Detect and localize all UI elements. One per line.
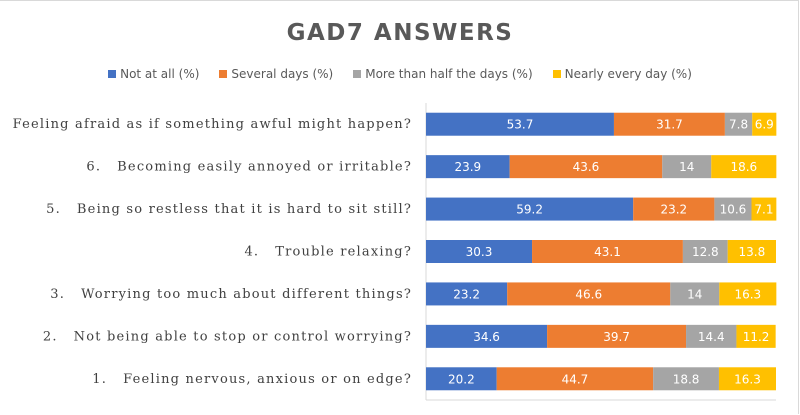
chart-title: GAD7 ANSWERS [286, 20, 514, 46]
bar-segment [724, 112, 753, 136]
legend-swatch [108, 70, 117, 78]
data-label: 30.3 [466, 245, 493, 259]
data-label: 46.6 [575, 287, 602, 301]
data-label: 10.6 [720, 203, 747, 217]
bar-segment [507, 282, 671, 306]
data-label: 23.2 [453, 287, 480, 301]
bar-segment [426, 112, 614, 136]
data-label: 23.2 [660, 203, 687, 217]
data-label: 44.7 [562, 372, 589, 386]
data-label: 12.8 [692, 245, 719, 259]
bar-segment [426, 197, 634, 221]
category-label: 6. Becoming easily annoyed or irritable? [86, 160, 412, 175]
bar-segment [426, 282, 508, 306]
data-label: 20.2 [448, 372, 475, 386]
data-label: 7.1 [754, 203, 773, 217]
bar-segment [718, 367, 776, 391]
data-label: 53.7 [507, 118, 534, 132]
legend-swatch [219, 70, 228, 78]
data-label: 13.8 [738, 245, 765, 259]
legend-item: Not at all (%) [108, 67, 199, 81]
data-label: 23.9 [454, 160, 481, 174]
legend-label: Nearly every day (%) [564, 67, 692, 81]
bar-segment [736, 324, 776, 348]
legend-item: Several days (%) [219, 67, 333, 81]
bar-segment [751, 197, 777, 221]
data-label: 14 [679, 160, 694, 174]
bar-segment [496, 367, 654, 391]
bar-segment [532, 240, 683, 263]
data-label: 31.7 [656, 118, 683, 132]
data-label: 18.8 [673, 372, 700, 386]
legend-label: Several days (%) [231, 67, 334, 81]
bar-segment [727, 240, 776, 263]
legend-item: More than half the days (%) [353, 67, 533, 81]
data-label: 16.3 [734, 287, 761, 301]
legend: Not at all (%) Several days (%) More than … [0, 67, 800, 81]
data-label: 14.4 [698, 330, 725, 344]
bar-segment [426, 155, 510, 179]
category-label: 4. Trouble relaxing? [244, 245, 412, 260]
legend-item: Nearly every day (%) [552, 67, 692, 81]
data-label: 11.2 [743, 330, 770, 344]
data-label: 7.8 [729, 118, 748, 132]
bar-segment [662, 155, 712, 179]
bar-segment [633, 197, 715, 221]
bar-segment [426, 240, 533, 263]
data-label: 59.2 [516, 203, 543, 217]
bar-segment [752, 112, 777, 136]
data-label: 43.1 [594, 245, 621, 259]
data-label: 34.6 [473, 330, 500, 344]
legend-label: Not at all (%) [120, 67, 200, 81]
bar-segment [670, 282, 720, 306]
bar-segment [509, 155, 663, 179]
bar-segment [719, 282, 777, 306]
bar-segment [682, 240, 728, 263]
legend-swatch [552, 70, 561, 78]
bar-segment [714, 197, 752, 221]
bar-segment [711, 155, 777, 179]
data-label: 6.9 [755, 118, 774, 132]
category-label: 7. Feeling afraid as if something awful … [0, 117, 412, 132]
data-label: 18.6 [730, 160, 757, 174]
category-label: 2. Not being able to stop or control wor… [43, 329, 412, 344]
bar-segment [613, 112, 725, 136]
bar-segment [426, 367, 497, 391]
data-label: 39.7 [603, 330, 630, 344]
bar-segment [547, 324, 687, 348]
data-label: 14 [687, 287, 702, 301]
bar-segment [686, 324, 737, 348]
legend-swatch [353, 70, 362, 78]
data-label: 16.3 [734, 372, 761, 386]
category-label: 3. Worrying too much about different thi… [50, 287, 412, 302]
category-label: 1. Feeling nervous, anxious or on edge? [92, 372, 412, 387]
bar-segment [653, 367, 719, 391]
legend-label: More than half the days (%) [365, 67, 533, 81]
bar-segment [426, 324, 548, 348]
data-label: 43.6 [573, 160, 600, 174]
category-label: 5. Being so restless that it is hard to … [46, 202, 412, 217]
